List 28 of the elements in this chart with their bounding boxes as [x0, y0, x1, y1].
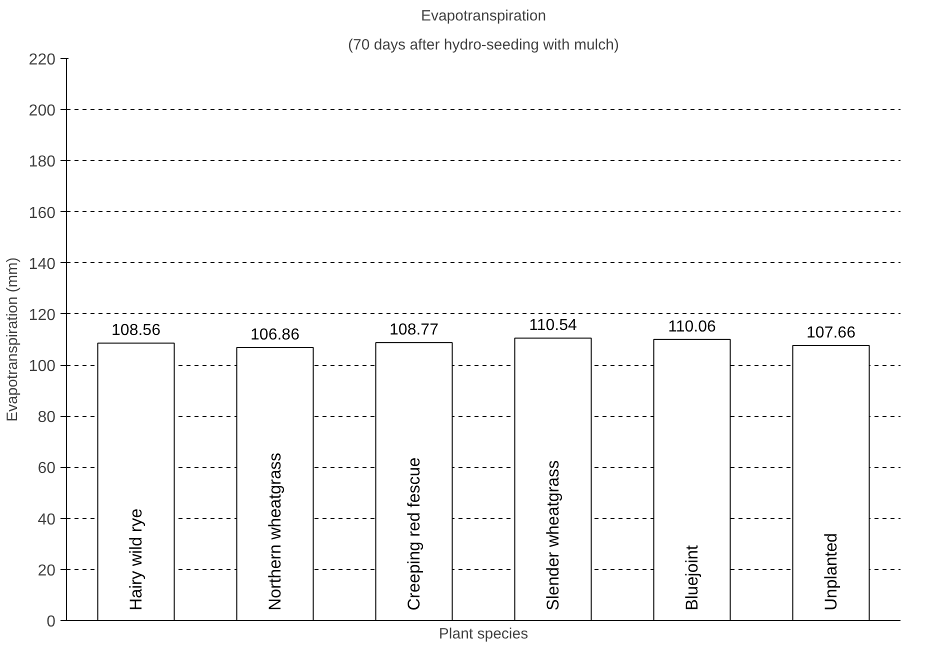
y-axis-title: Evapotranspiration (mm)	[4, 257, 21, 422]
y-tick-label: 60	[38, 460, 56, 478]
x-tick-label: Unplanted	[822, 532, 840, 610]
x-tick-label: Northern wheatgrass	[266, 452, 284, 610]
chart-title: Evapotranspiration	[420, 8, 546, 24]
y-tick-label: 20	[38, 562, 56, 580]
data-label: 107.66	[806, 324, 856, 342]
y-tick-label: 120	[28, 306, 56, 324]
data-label: 106.86	[250, 326, 300, 344]
y-tick-label: 0	[46, 614, 56, 630]
data-label: 108.56	[112, 322, 161, 340]
x-axis-title: Plant species	[438, 626, 528, 642]
data-label: 110.06	[668, 318, 716, 336]
x-tick-label: Slender wheatgrass	[544, 460, 562, 610]
x-tick-label: Creeping red fescue	[404, 457, 424, 610]
data-label: 110.54	[529, 317, 577, 334]
x-tick-label: Bluejoint	[682, 545, 702, 610]
y-tick-label: 100	[28, 358, 56, 376]
y-tick-label: 140	[28, 256, 56, 273]
y-tick-label: 180	[28, 154, 56, 171]
y-tick-label: 80	[38, 409, 56, 426]
y-tick-label: 200	[28, 102, 56, 120]
y-tick-label: 220	[28, 52, 56, 68]
y-tick-label: 40	[38, 511, 56, 528]
data-label: 108.77	[390, 322, 439, 339]
y-tick-label: 160	[28, 204, 56, 222]
x-tick-label: Hairy wild rye	[126, 508, 146, 610]
chart-subtitle: (70 days after hydro-seeding with mulch)	[348, 36, 619, 54]
